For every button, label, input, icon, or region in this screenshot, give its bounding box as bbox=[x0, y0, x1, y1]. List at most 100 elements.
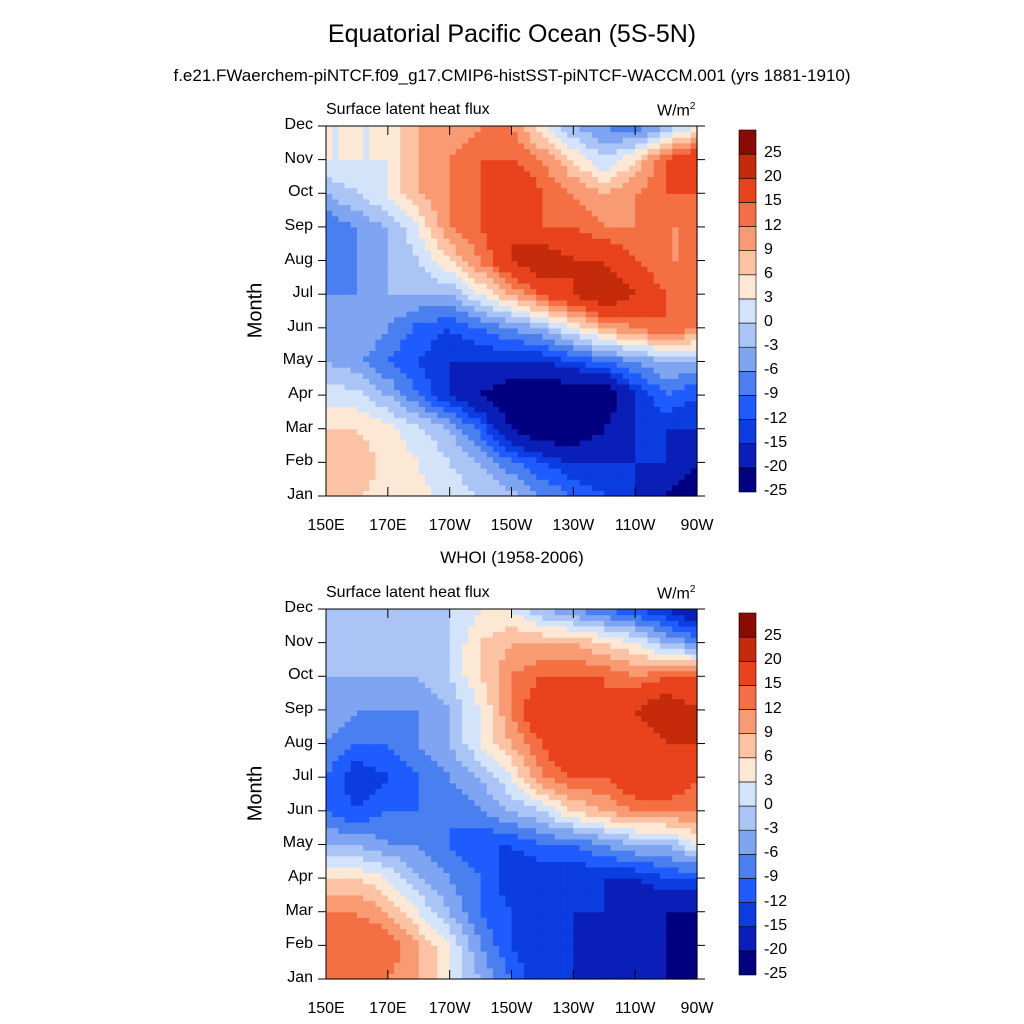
heatmap-cell bbox=[338, 137, 346, 144]
heatmap-cell bbox=[418, 322, 426, 329]
heatmap-cell bbox=[560, 423, 568, 430]
heatmap-cell bbox=[505, 484, 513, 491]
heatmap-cell bbox=[622, 411, 630, 419]
heatmap-cell bbox=[375, 266, 383, 273]
heatmap-cell bbox=[530, 215, 537, 222]
heatmap-cell bbox=[455, 367, 463, 374]
heatmap-cell bbox=[653, 451, 661, 458]
heatmap-cell bbox=[338, 967, 346, 974]
heatmap-cell bbox=[672, 288, 680, 295]
heatmap-cell bbox=[326, 254, 333, 262]
heatmap-cell bbox=[666, 479, 673, 486]
heatmap-cell bbox=[567, 154, 574, 161]
heatmap-cell bbox=[344, 479, 352, 486]
heatmap-cell bbox=[511, 434, 519, 441]
heatmap-cell bbox=[610, 490, 618, 497]
heatmap-cell bbox=[412, 316, 420, 323]
heatmap-cell bbox=[363, 962, 370, 969]
heatmap-cell bbox=[418, 305, 426, 312]
heatmap-cell bbox=[394, 462, 401, 469]
heatmap-cell bbox=[492, 322, 500, 329]
heatmap-cell bbox=[542, 193, 550, 200]
heatmap-cell bbox=[684, 894, 692, 902]
heatmap-cell bbox=[598, 327, 605, 335]
heatmap-cell bbox=[412, 226, 420, 234]
heatmap-cell bbox=[338, 254, 346, 262]
heatmap-cell bbox=[573, 322, 581, 329]
heatmap-cell bbox=[375, 137, 383, 144]
heatmap-cell bbox=[573, 417, 581, 424]
heatmap-cell bbox=[622, 900, 630, 907]
heatmap-cell bbox=[381, 939, 389, 946]
heatmap-cell bbox=[480, 406, 488, 413]
heatmap-cell bbox=[492, 406, 500, 413]
heatmap-cell bbox=[585, 243, 593, 250]
heatmap-cell bbox=[400, 906, 407, 913]
heatmap-cell bbox=[554, 372, 562, 379]
heatmap-cell bbox=[474, 945, 482, 952]
heatmap-cell bbox=[616, 322, 624, 329]
heatmap-cell bbox=[326, 423, 333, 430]
heatmap-cell bbox=[418, 883, 426, 890]
heatmap-cell bbox=[579, 417, 587, 424]
heatmap-cell bbox=[443, 305, 451, 312]
heatmap-cell bbox=[505, 355, 513, 363]
heatmap-cell bbox=[480, 411, 488, 419]
heatmap-cell bbox=[406, 462, 414, 469]
heatmap-cell bbox=[480, 282, 488, 290]
heatmap-cell bbox=[635, 911, 642, 918]
heatmap-cell bbox=[363, 288, 370, 295]
heatmap-cell bbox=[462, 159, 469, 166]
heatmap-cell bbox=[431, 327, 438, 335]
heatmap-cell bbox=[412, 451, 420, 458]
heatmap-cell bbox=[585, 305, 593, 312]
heatmap-cell bbox=[381, 428, 389, 435]
heatmap-cell bbox=[659, 148, 667, 155]
heatmap-cell bbox=[647, 182, 655, 189]
heatmap-cell bbox=[635, 311, 642, 318]
heatmap-cell bbox=[598, 378, 605, 385]
heatmap-cell bbox=[332, 894, 339, 902]
heatmap-cell bbox=[554, 367, 562, 374]
heatmap-cell bbox=[437, 316, 445, 323]
heatmap-cell bbox=[684, 973, 692, 980]
heatmap-cell bbox=[659, 282, 667, 290]
heatmap-cell bbox=[641, 906, 649, 913]
heatmap-cell bbox=[585, 215, 593, 222]
heatmap-cell bbox=[326, 428, 333, 435]
heatmap-cell bbox=[591, 232, 599, 239]
heatmap-cell bbox=[585, 939, 593, 946]
heatmap-cell bbox=[443, 311, 451, 318]
heatmap-cell bbox=[579, 889, 587, 896]
heatmap-cell bbox=[387, 355, 395, 363]
heatmap-cell bbox=[418, 215, 426, 222]
heatmap-cell bbox=[659, 451, 667, 458]
heatmap-cell bbox=[332, 282, 339, 290]
heatmap-cell bbox=[554, 305, 562, 312]
heatmap-cell bbox=[400, 126, 407, 133]
heatmap-cell bbox=[369, 945, 377, 952]
heatmap-cell bbox=[499, 395, 506, 402]
heatmap-cell bbox=[344, 333, 352, 340]
heatmap-cell bbox=[492, 198, 500, 206]
heatmap-cell bbox=[418, 445, 426, 452]
heatmap-cell bbox=[523, 490, 531, 497]
heatmap-cell bbox=[604, 350, 612, 357]
heatmap-cell bbox=[659, 383, 667, 391]
heatmap-cell bbox=[418, 423, 426, 430]
heatmap-cell bbox=[499, 154, 506, 161]
heatmap-cell bbox=[542, 249, 550, 256]
heatmap-cell bbox=[517, 238, 525, 245]
heatmap-cell bbox=[560, 467, 568, 475]
heatmap-cell bbox=[326, 355, 333, 363]
heatmap-cell bbox=[412, 456, 420, 463]
heatmap-cell bbox=[381, 148, 389, 155]
heatmap-cell bbox=[530, 967, 537, 974]
heatmap-cell bbox=[332, 372, 339, 379]
heatmap-cell bbox=[511, 131, 519, 138]
heatmap-cell bbox=[653, 956, 661, 963]
heatmap-cell bbox=[585, 484, 593, 491]
heatmap-cell bbox=[480, 243, 488, 250]
heatmap-cell bbox=[462, 355, 469, 363]
heatmap-cell bbox=[406, 883, 414, 890]
